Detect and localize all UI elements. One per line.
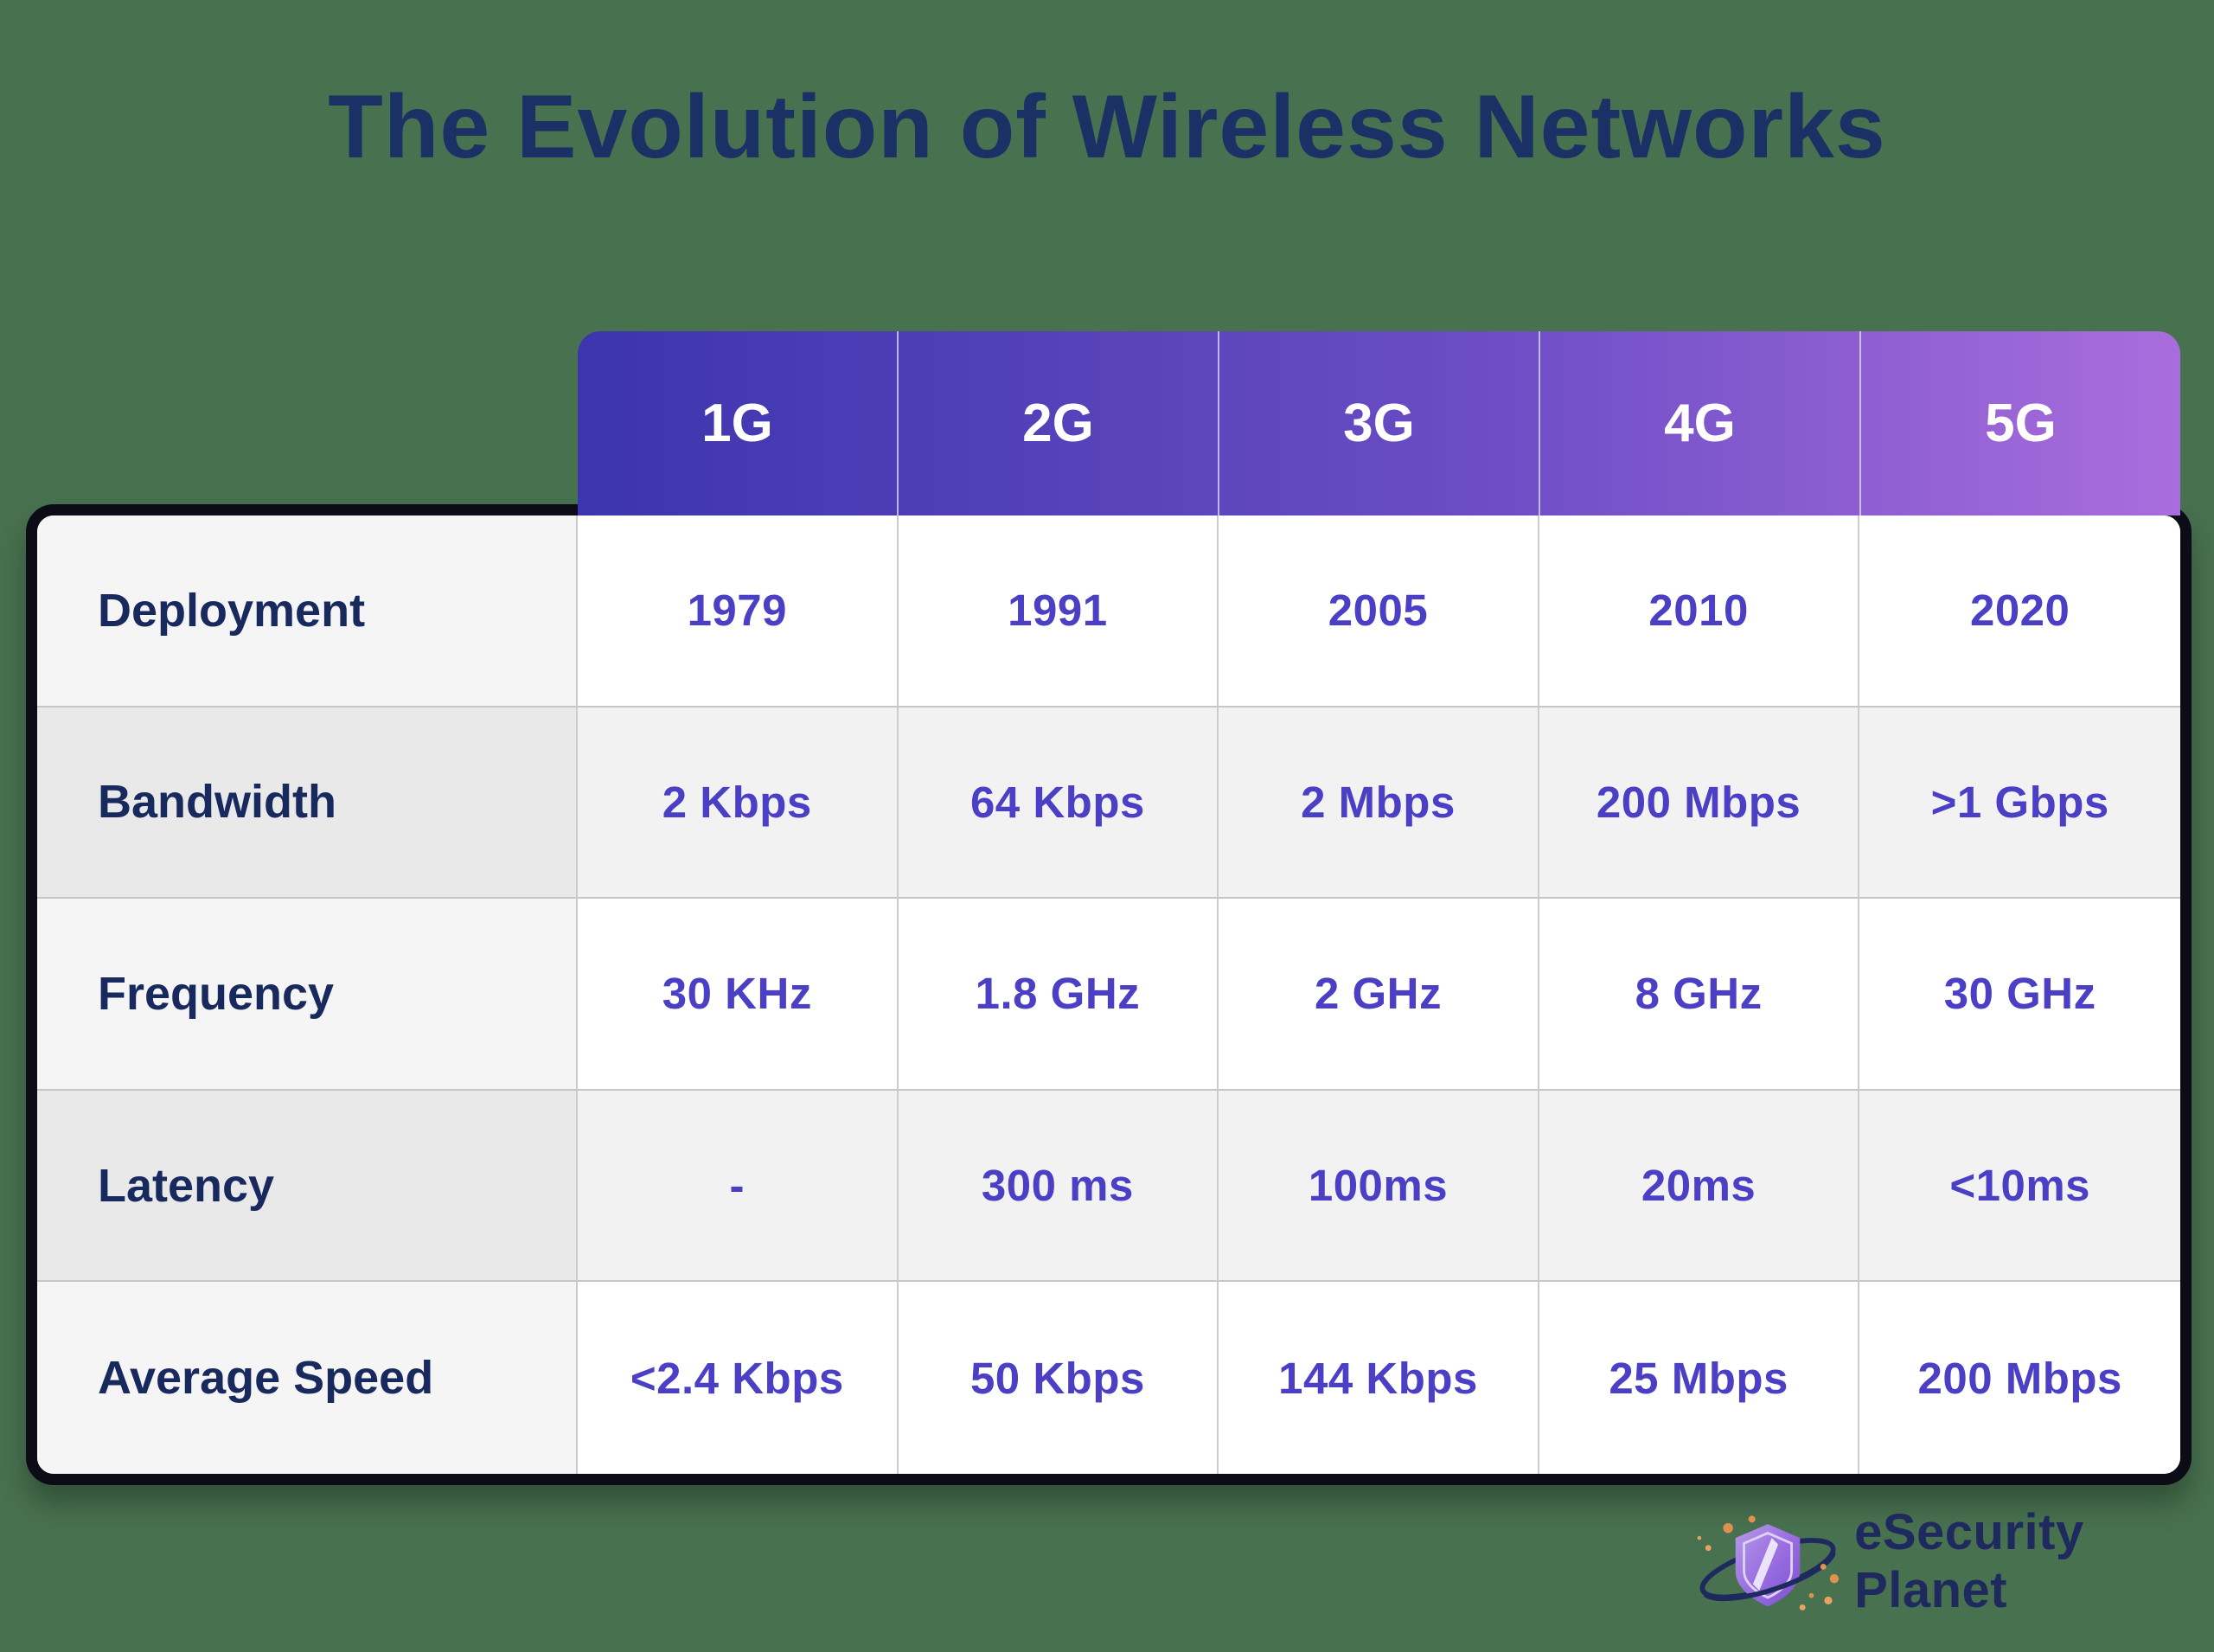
cell-deployment-5g: 2020 (1859, 515, 2180, 708)
row-label-average-speed: Average Speed (37, 1282, 578, 1474)
cell-deployment-1g: 1979 (578, 515, 899, 708)
cell-bandwidth-1g: 2 Kbps (578, 707, 899, 900)
cell-bandwidth-2g: 64 Kbps (898, 707, 1219, 900)
cell-latency-5g: <10ms (1859, 1090, 2180, 1283)
comparison-table: Deployment 1979 1991 2005 2010 2020 Band… (37, 515, 2180, 1474)
comparison-table-card: Deployment 1979 1991 2005 2010 2020 Band… (26, 504, 2192, 1485)
page-title: The Evolution of Wireless Networks (328, 77, 1886, 177)
cell-average-speed-4g: 25 Mbps (1539, 1282, 1860, 1474)
cell-frequency-3g: 2 GHz (1219, 899, 1539, 1091)
cell-latency-3g: 100ms (1219, 1090, 1539, 1283)
cell-latency-1g: - (578, 1090, 899, 1283)
cell-frequency-5g: 30 GHz (1859, 899, 2180, 1091)
cell-deployment-3g: 2005 (1219, 515, 1539, 708)
cell-latency-4g: 20ms (1539, 1090, 1860, 1283)
cell-frequency-2g: 1.8 GHz (898, 899, 1219, 1091)
brand-logo: eSecurity Planet (1693, 1503, 2214, 1624)
row-label-bandwidth: Bandwidth (37, 707, 578, 900)
generation-header-row: 1G 2G 3G 4G 5G (578, 331, 2180, 515)
cell-latency-2g: 300 ms (898, 1090, 1219, 1283)
cell-average-speed-3g: 144 Kbps (1219, 1282, 1539, 1474)
column-header-5g: 5G (1859, 331, 2180, 515)
row-label-frequency: Frequency (37, 899, 578, 1091)
brand-name: eSecurity Planet (1854, 1504, 2084, 1618)
column-header-1g: 1G (701, 394, 773, 453)
cell-deployment-4g: 2010 (1539, 515, 1860, 708)
column-header-4g: 4G (1539, 331, 1859, 515)
cell-bandwidth-3g: 2 Mbps (1219, 707, 1539, 900)
shield-orbit-icon (1697, 1515, 1840, 1610)
cell-average-speed-1g: <2.4 Kbps (578, 1282, 899, 1474)
row-label-deployment: Deployment (37, 515, 578, 708)
cell-bandwidth-5g: >1 Gbps (1859, 707, 2180, 900)
column-header-2g: 2G (897, 331, 1218, 515)
row-label-latency: Latency (37, 1090, 578, 1283)
cell-average-speed-5g: 200 Mbps (1859, 1282, 2180, 1474)
column-header-3g: 3G (1218, 331, 1539, 515)
cell-deployment-2g: 1991 (898, 515, 1219, 708)
cell-average-speed-2g: 50 Kbps (898, 1282, 1219, 1474)
cell-frequency-4g: 8 GHz (1539, 899, 1860, 1091)
cell-frequency-1g: 30 KHz (578, 899, 899, 1091)
cell-bandwidth-4g: 200 Mbps (1539, 707, 1860, 900)
